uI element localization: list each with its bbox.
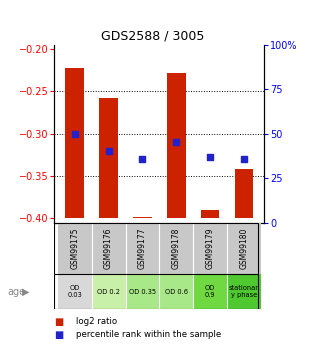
Bar <box>92 274 126 309</box>
Bar <box>193 223 227 274</box>
Text: age: age <box>8 287 26 296</box>
Text: ■: ■ <box>54 317 64 326</box>
Bar <box>167 73 186 218</box>
Text: GDS2588 / 3005: GDS2588 / 3005 <box>101 29 204 42</box>
Bar <box>99 98 118 218</box>
Text: OD 0.35: OD 0.35 <box>129 288 156 295</box>
Text: GSM99179: GSM99179 <box>206 228 215 269</box>
Text: GSM99176: GSM99176 <box>104 228 113 269</box>
Text: OD 0.6: OD 0.6 <box>165 288 188 295</box>
Text: stationar
y phase: stationar y phase <box>229 285 259 298</box>
Bar <box>159 274 193 309</box>
Text: GSM99177: GSM99177 <box>138 228 147 269</box>
Point <box>242 156 247 162</box>
Point <box>174 139 179 145</box>
Text: GSM99175: GSM99175 <box>70 228 79 269</box>
Bar <box>159 223 193 274</box>
Text: ▶: ▶ <box>22 287 30 296</box>
Bar <box>193 274 227 309</box>
Text: GSM99178: GSM99178 <box>172 228 181 269</box>
Bar <box>201 210 220 218</box>
Text: OD 0.2: OD 0.2 <box>97 288 120 295</box>
Text: percentile rank within the sample: percentile rank within the sample <box>76 330 221 339</box>
Bar <box>92 223 126 274</box>
Point <box>106 148 111 154</box>
Text: ■: ■ <box>54 330 64 339</box>
Bar <box>227 274 261 309</box>
Text: log2 ratio: log2 ratio <box>76 317 117 326</box>
Bar <box>133 217 152 218</box>
Text: OD
0.03: OD 0.03 <box>67 285 82 298</box>
Text: GSM99180: GSM99180 <box>239 228 248 269</box>
Point <box>208 155 213 160</box>
Bar <box>58 223 92 274</box>
Point <box>140 156 145 162</box>
Bar <box>235 169 253 218</box>
Bar <box>126 274 159 309</box>
Bar <box>65 68 84 218</box>
Point <box>72 131 77 136</box>
Bar <box>126 223 159 274</box>
Bar <box>227 223 261 274</box>
Bar <box>58 274 92 309</box>
Text: OD
0.9: OD 0.9 <box>205 285 216 298</box>
